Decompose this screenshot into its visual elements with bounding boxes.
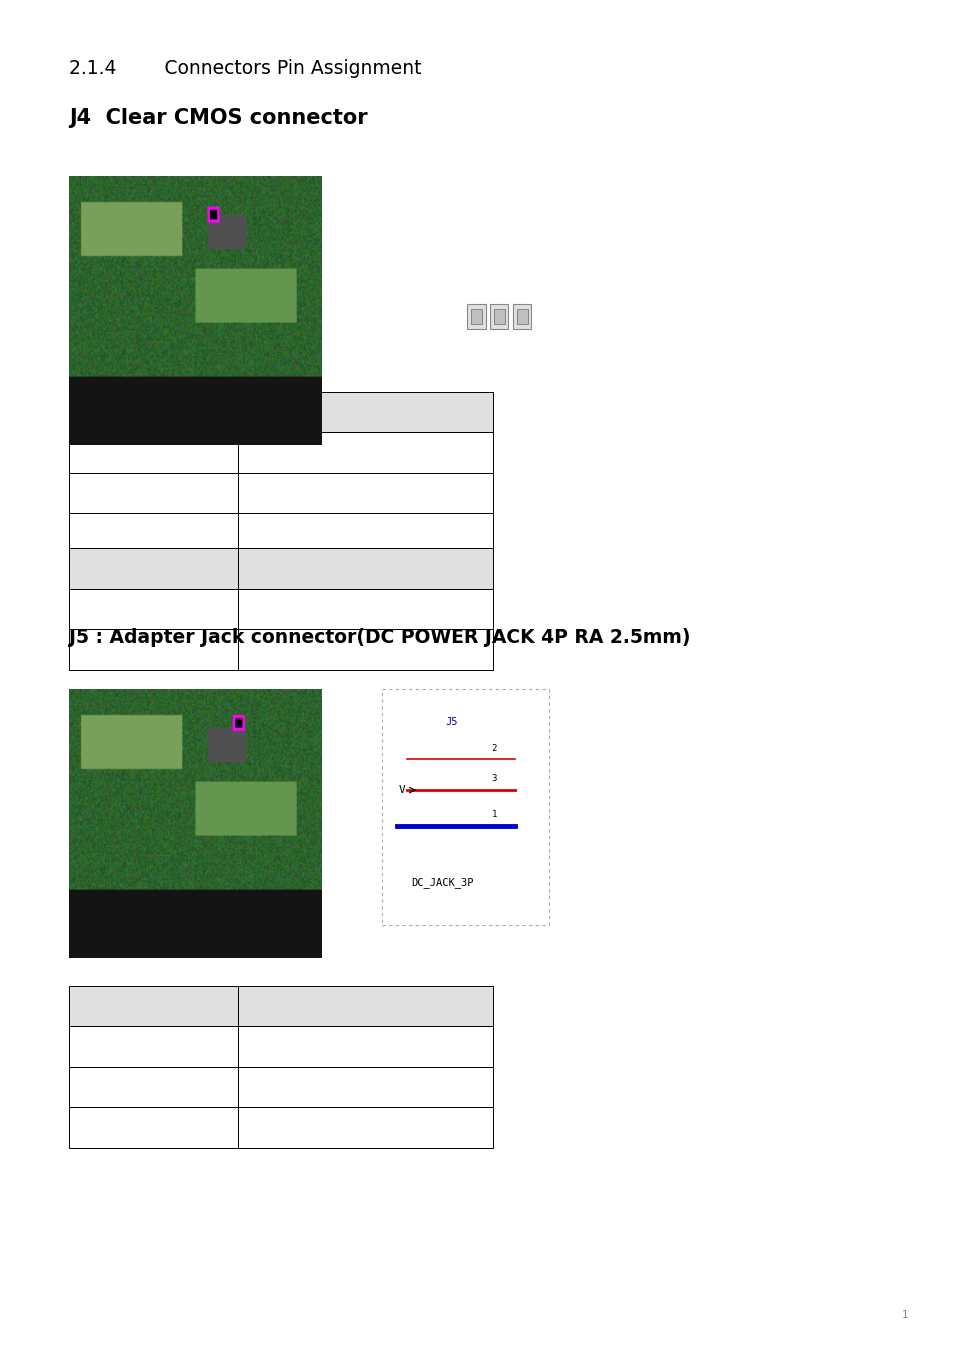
Bar <box>517 309 527 324</box>
Text: 2: 2 <box>492 744 497 753</box>
Bar <box>238 589 493 629</box>
Bar <box>238 548 493 589</box>
Text: DC_JACK_3P: DC_JACK_3P <box>412 878 474 888</box>
Bar <box>69 986 238 1026</box>
Bar <box>69 1026 238 1066</box>
Bar <box>69 472 238 513</box>
Bar <box>69 548 238 589</box>
Text: 2.1.4        Connectors Pin Assignment: 2.1.4 Connectors Pin Assignment <box>69 59 420 78</box>
Bar <box>490 304 508 329</box>
Bar <box>238 986 493 1026</box>
Text: J5: J5 <box>444 717 457 726</box>
Bar <box>69 1107 238 1148</box>
Bar <box>238 513 493 554</box>
Bar <box>467 304 485 329</box>
Bar <box>238 629 493 670</box>
Bar <box>471 309 481 324</box>
Text: J4  Clear CMOS connector: J4 Clear CMOS connector <box>69 108 367 128</box>
Text: V: V <box>398 786 405 795</box>
Bar <box>238 392 493 432</box>
Bar <box>69 513 238 554</box>
Bar <box>494 309 504 324</box>
Bar <box>238 1066 493 1107</box>
Text: J5 : Adapter Jack connector(DC POWER JACK 4P RA 2.5mm): J5 : Adapter Jack connector(DC POWER JAC… <box>69 628 689 647</box>
Text: 1: 1 <box>901 1311 907 1320</box>
Bar <box>69 589 238 629</box>
Bar <box>513 304 531 329</box>
Text: 1: 1 <box>492 810 497 818</box>
Bar <box>238 1026 493 1066</box>
Bar <box>238 472 493 513</box>
Bar <box>69 1066 238 1107</box>
Text: 3: 3 <box>492 775 497 783</box>
Bar <box>238 1107 493 1148</box>
Bar <box>69 432 238 472</box>
Bar <box>238 432 493 472</box>
Bar <box>381 688 548 925</box>
Bar <box>69 392 238 432</box>
Bar <box>69 629 238 670</box>
